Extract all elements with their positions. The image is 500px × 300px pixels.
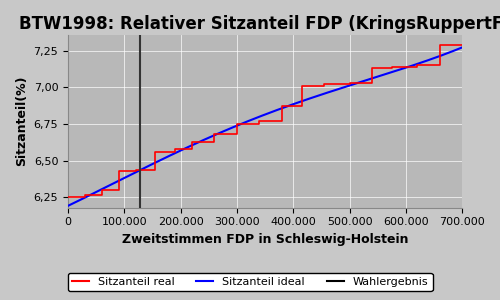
X-axis label: Zweitstimmen FDP in Schleswig-Holstein: Zweitstimmen FDP in Schleswig-Holstein <box>122 233 408 246</box>
Legend: Sitzanteil real, Sitzanteil ideal, Wahlergebnis: Sitzanteil real, Sitzanteil ideal, Wahle… <box>68 273 432 291</box>
Y-axis label: Sitzanteil(%): Sitzanteil(%) <box>15 76 28 166</box>
Title: BTW1998: Relativer Sitzanteil FDP (KringsRuppertF): BTW1998: Relativer Sitzanteil FDP (Kring… <box>19 15 500 33</box>
